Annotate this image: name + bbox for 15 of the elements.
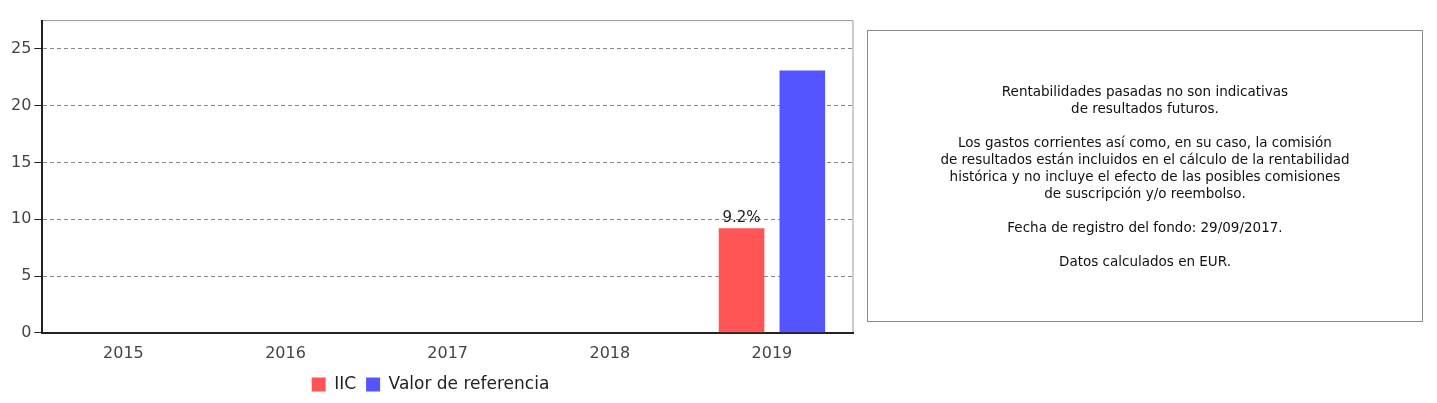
x-tick-label: 2016 <box>265 342 306 362</box>
x-tick-label: 2018 <box>589 342 631 362</box>
x-tick-label: 2015 <box>103 342 144 362</box>
legend-label: Valor de referencia <box>388 372 550 393</box>
x-tick-label: 2017 <box>427 342 469 362</box>
y-tick-label: 25 <box>11 38 32 58</box>
y-tick-label: 20 <box>11 94 32 114</box>
x-tick-label: 2019 <box>751 342 793 362</box>
y-tick-label: 15 <box>11 151 32 171</box>
y-tick-label: 0 <box>21 321 32 341</box>
y-tick-label: 10 <box>11 208 32 228</box>
y-tick-label: 5 <box>21 265 32 285</box>
data-label: 9.2% <box>722 207 761 226</box>
legend-label: IIC <box>334 372 357 393</box>
text: Rentabilidades pasadas no son indicativas de resultados futuros. Los gastos corrientes así como, en su caso, la comisión de resultados están incluidos en el cálculo de la rentabilidad histórica y no incluye el efecto de las posibles comisiones de suscripción y/o reembolso. Fecha de registro del fondo: 29/09/2017. Datos calculados en EUR. <box>940 82 1350 269</box>
